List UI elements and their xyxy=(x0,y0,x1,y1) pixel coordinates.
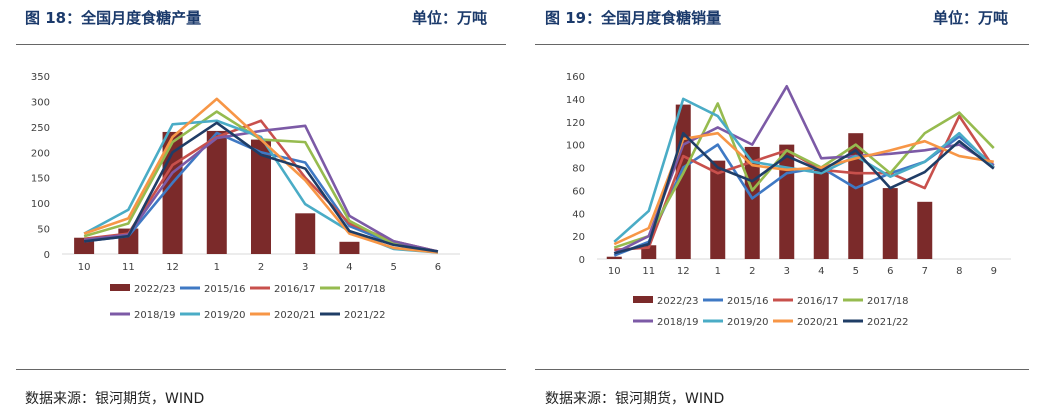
chart-title-sales: 图 19：全国月度食糖销量 xyxy=(545,9,722,27)
series-line-2015-16 xyxy=(83,131,439,253)
y-tick-label: 60 xyxy=(572,186,585,197)
y-tick-label: 0 xyxy=(44,250,50,261)
x-tick-label: 11 xyxy=(642,266,655,277)
legend-label-2017-18: 2017/18 xyxy=(867,296,909,307)
series-line-2018-19 xyxy=(83,124,439,253)
legend-label-2021-22: 2021/22 xyxy=(867,317,909,328)
chart-panel-production: 图 18：全国月度食糖产量 单位：万吨 0 50 100 150 200 250 300 35… xyxy=(0,0,521,413)
legend-label-2018-19: 2018/19 xyxy=(134,310,176,321)
bar-2022-23-3 xyxy=(295,213,316,254)
legend-label-2016-17: 2016/17 xyxy=(274,284,316,295)
x-tick-label: 5 xyxy=(390,262,396,273)
x-tick-label: 2 xyxy=(749,266,755,277)
legend-label-2019-20: 2019/20 xyxy=(204,310,246,321)
bar-2022-23-4 xyxy=(813,169,829,259)
legend-label-2022-23: 2022/23 xyxy=(657,296,699,307)
legend-swatch-2022-23 xyxy=(110,284,130,291)
legend-label-2017-18: 2017/18 xyxy=(344,284,386,295)
x-tick-label: 12 xyxy=(677,266,690,277)
x-tick-label: 2 xyxy=(258,262,264,273)
legend-label-2016-17: 2016/17 xyxy=(797,296,839,307)
x-tick-label: 1 xyxy=(715,266,721,277)
legend-label-2020-21: 2020/21 xyxy=(274,310,316,321)
x-tick-label: 5 xyxy=(853,266,859,277)
series-line-2021-22 xyxy=(83,121,439,253)
series-line-2017-18 xyxy=(613,102,995,249)
legend-label-2020-21: 2020/21 xyxy=(797,317,839,328)
x-tick-label: 4 xyxy=(818,266,824,277)
y-tick-label: 350 xyxy=(31,72,50,83)
y-tick-label: 300 xyxy=(31,97,50,108)
y-tick-label: 200 xyxy=(31,148,50,159)
x-tick-label: 9 xyxy=(991,266,997,277)
x-tick-label: 3 xyxy=(302,262,308,273)
legend-label-2019-20: 2019/20 xyxy=(727,317,769,328)
series-line-2021-22 xyxy=(613,131,995,255)
source-note-sales: 数据来源：银河期货，WIND xyxy=(545,391,725,407)
x-tick-label: 12 xyxy=(166,262,179,273)
y-tick-label: 120 xyxy=(566,118,585,129)
unit-label-production: 单位：万吨 xyxy=(412,9,488,27)
x-tick-label: 4 xyxy=(346,262,352,273)
y-tick-label: 140 xyxy=(566,95,585,106)
bar-2022-23-1 xyxy=(206,130,227,254)
y-tick-label: 0 xyxy=(579,255,585,266)
bar-2022-23-5 xyxy=(848,133,864,259)
legend-label-2018-19: 2018/19 xyxy=(657,317,699,328)
y-tick-label: 50 xyxy=(37,225,50,236)
series-line-2020-21 xyxy=(83,97,439,254)
legend-label-2022-23: 2022/23 xyxy=(134,284,176,295)
x-tick-label: 10 xyxy=(78,262,91,273)
bar-2022-23-3 xyxy=(779,144,795,259)
series-line-2018-19 xyxy=(613,84,995,255)
bar-2022-23-7 xyxy=(917,201,933,259)
legend-label-2015-16: 2015/16 xyxy=(727,296,769,307)
bar-2022-23-6 xyxy=(882,188,898,259)
top-divider xyxy=(16,44,506,45)
legend-label-2015-16: 2015/16 xyxy=(204,284,246,295)
x-tick-label: 3 xyxy=(784,266,790,277)
y-tick-label: 150 xyxy=(31,174,50,185)
x-tick-label: 7 xyxy=(922,266,928,277)
chart-panel-sales: 图 19：全国月度食糖销量 单位：万吨 0 20 40 60 80 100 120 140 16… xyxy=(521,0,1043,413)
y-tick-label: 100 xyxy=(31,199,50,210)
bottom-divider xyxy=(535,369,1029,370)
chart-title-production: 图 18：全国月度食糖产量 xyxy=(25,9,202,27)
y-tick-label: 250 xyxy=(31,123,50,134)
bar-2022-23-10 xyxy=(606,256,622,259)
series-line-2019-20 xyxy=(613,97,995,243)
x-tick-label: 6 xyxy=(435,262,441,273)
top-divider xyxy=(535,44,1029,45)
x-tick-label: 10 xyxy=(608,266,621,277)
bar-2022-23-2 xyxy=(744,146,760,259)
y-tick-label: 160 xyxy=(566,72,585,83)
y-tick-label: 80 xyxy=(572,164,585,175)
legend-label-2021-22: 2021/22 xyxy=(344,310,386,321)
unit-label-sales: 单位：万吨 xyxy=(933,9,1009,27)
bar-2022-23-2 xyxy=(251,139,271,254)
y-tick-label: 40 xyxy=(572,209,585,220)
y-tick-label: 100 xyxy=(566,141,585,152)
bar-2022-23-1 xyxy=(710,160,726,259)
x-tick-label: 1 xyxy=(214,262,220,273)
legend-swatch-2022-23 xyxy=(633,296,653,303)
y-tick-label: 20 xyxy=(572,232,585,243)
x-tick-label: 6 xyxy=(887,266,893,277)
source-note-production: 数据来源：银河期货，WIND xyxy=(25,391,205,407)
x-tick-label: 11 xyxy=(122,262,135,273)
bottom-divider xyxy=(16,369,506,370)
bar-2022-23-4 xyxy=(339,241,360,254)
x-tick-label: 8 xyxy=(956,266,962,277)
